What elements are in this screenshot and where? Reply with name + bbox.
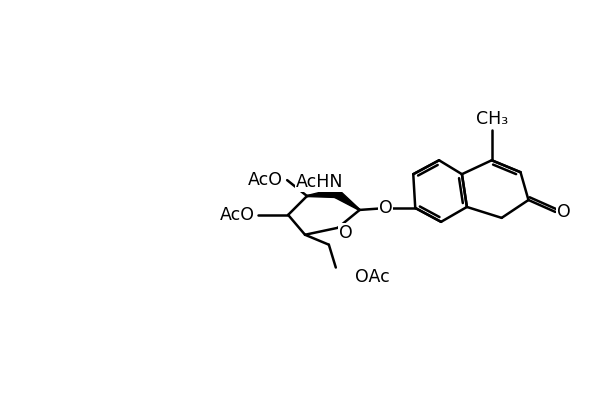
Text: O: O <box>557 203 571 221</box>
Polygon shape <box>333 190 360 210</box>
Text: AcO: AcO <box>248 171 283 189</box>
Polygon shape <box>307 189 336 198</box>
Text: AcO: AcO <box>219 206 254 224</box>
Text: AcHN: AcHN <box>296 173 344 191</box>
Text: CH₃: CH₃ <box>476 110 508 128</box>
Text: O: O <box>339 224 352 242</box>
Text: OAc: OAc <box>355 268 389 286</box>
Text: O: O <box>379 199 392 217</box>
